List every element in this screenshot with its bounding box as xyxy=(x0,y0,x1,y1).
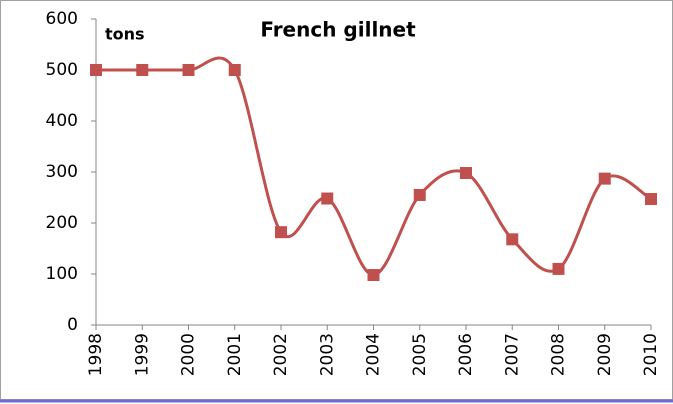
marker xyxy=(598,172,611,185)
x-tick-label: 2007 xyxy=(502,333,522,376)
x-tick-label: 2006 xyxy=(456,333,476,376)
x-tick-label: 2000 xyxy=(179,333,199,376)
y-tick-label: 600 xyxy=(46,9,78,29)
marker xyxy=(182,64,195,76)
marker xyxy=(321,192,334,205)
marker xyxy=(275,226,287,239)
x-tick-label: 2009 xyxy=(595,333,615,376)
x-tick-label: 2008 xyxy=(549,333,569,376)
x-tick-label: 2001 xyxy=(225,333,245,376)
y-tick-label: 400 xyxy=(46,111,78,131)
x-tick-label: 1998 xyxy=(86,333,106,376)
marker xyxy=(367,269,380,282)
x-tick-label: 2002 xyxy=(271,333,291,376)
marker xyxy=(645,193,657,206)
marker xyxy=(136,64,149,76)
y-tick-label: 0 xyxy=(67,315,78,335)
marker xyxy=(413,188,426,201)
x-tick-label: 2005 xyxy=(410,333,430,376)
marker xyxy=(552,262,565,275)
x-tick-label: 1999 xyxy=(132,333,152,376)
marker xyxy=(506,233,519,246)
marker xyxy=(90,64,102,76)
y-tick-label: 300 xyxy=(46,162,78,182)
marker xyxy=(460,167,472,180)
x-tick-label: 2010 xyxy=(641,333,661,376)
chart-title: French gillnet xyxy=(260,18,416,42)
x-tick-label: 2003 xyxy=(317,333,337,376)
y-tick-label: 500 xyxy=(46,60,78,80)
marker xyxy=(228,64,241,76)
y-tick-label: 200 xyxy=(46,213,78,233)
x-tick-label: 2004 xyxy=(364,333,384,376)
y-axis-label: tons xyxy=(105,25,145,44)
y-tick-label: 100 xyxy=(46,264,78,284)
